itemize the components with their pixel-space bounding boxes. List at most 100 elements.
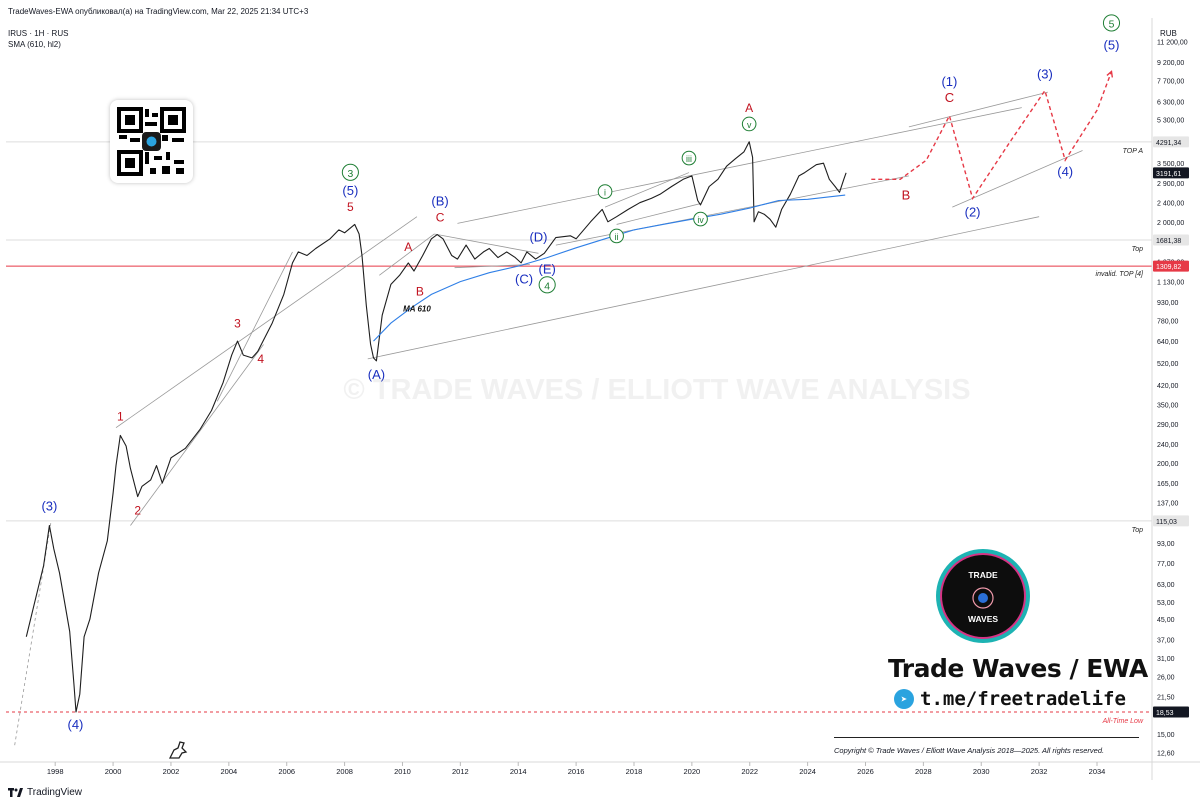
y-tick-label: 45,00 bbox=[1157, 617, 1175, 624]
wave-label: (1) bbox=[941, 74, 957, 89]
wave-label: (4) bbox=[68, 717, 84, 732]
y-tick-label: 2 000,00 bbox=[1157, 220, 1184, 227]
trend-line bbox=[616, 203, 701, 225]
tradingview-icon bbox=[8, 788, 23, 797]
wave-label: 1 bbox=[117, 410, 124, 424]
x-tick-label: 2024 bbox=[799, 767, 816, 776]
series-irus bbox=[25, 141, 847, 713]
y-tick-label: 350,00 bbox=[1157, 402, 1179, 409]
logo-text-top: TRADE bbox=[968, 570, 998, 580]
price-tag-label: 3191,61 bbox=[1156, 171, 1181, 178]
price-tag-label: 1309,82 bbox=[1156, 264, 1181, 271]
level-label: invalid. TOP [4] bbox=[1096, 271, 1145, 278]
x-tick-label: 2032 bbox=[1031, 767, 1048, 776]
wave-label: 4 bbox=[544, 281, 550, 292]
wave-label: (5) bbox=[342, 183, 358, 198]
watermark-layer: © TRADE WAVES / ELLIOTT WAVE ANALYSIS bbox=[343, 374, 970, 406]
telegram-handle: t.me/freetradelife bbox=[920, 688, 1126, 710]
wave-label: (2) bbox=[965, 204, 981, 219]
price-tag bbox=[1153, 234, 1189, 246]
x-tick-label: 2020 bbox=[684, 767, 701, 776]
wave-label: A bbox=[745, 101, 753, 115]
projection-arrowhead bbox=[1106, 70, 1114, 78]
logo-text-bottom: WAVES bbox=[968, 614, 998, 624]
trend-line bbox=[952, 150, 1083, 208]
price-tag bbox=[1153, 136, 1189, 148]
tradingview-label: TradingView bbox=[27, 787, 83, 798]
x-tick-label: 2000 bbox=[105, 767, 122, 776]
wave-label: (B) bbox=[431, 193, 448, 208]
wave-label: 5 bbox=[1109, 19, 1115, 30]
y-tick-label: 53,00 bbox=[1157, 600, 1175, 607]
tradingview-brand[interactable]: TradingView bbox=[8, 787, 82, 798]
y-tick-label: 1 130,00 bbox=[1157, 280, 1184, 287]
wave-label-circle bbox=[597, 184, 613, 199]
trade-waves-logo: TRADE WAVES bbox=[936, 549, 1030, 643]
x-tick-label: 2002 bbox=[163, 767, 180, 776]
telegram-link[interactable]: ➤ t.me/freetradelife bbox=[894, 688, 1126, 710]
wave-label: iv bbox=[697, 215, 704, 225]
wave-label: 5 bbox=[347, 200, 354, 214]
x-tick-label: 2014 bbox=[510, 767, 527, 776]
wave-label: B bbox=[902, 187, 911, 202]
wave-label: (5) bbox=[1104, 37, 1120, 52]
wave-label-circle bbox=[609, 228, 624, 244]
level-label: Top bbox=[1132, 246, 1144, 253]
price-tag-label: 115,03 bbox=[1156, 519, 1177, 526]
y-tick-label: 200,00 bbox=[1157, 461, 1179, 468]
x-tick-label: 2016 bbox=[568, 767, 585, 776]
y-tick-label: 21,50 bbox=[1157, 694, 1175, 701]
trend-line bbox=[216, 251, 293, 402]
indicator-line[interactable]: SMA (610, hl2) bbox=[8, 40, 61, 49]
y-tick-label: 63,00 bbox=[1157, 582, 1175, 589]
y-tick-label: 77,00 bbox=[1157, 561, 1175, 568]
wave-label: C bbox=[436, 210, 445, 224]
wave-label: 4 bbox=[257, 352, 264, 366]
wave-label-circle bbox=[538, 276, 556, 294]
x-tick-label: 2006 bbox=[278, 767, 295, 776]
y-tick-label: 31,00 bbox=[1157, 656, 1175, 663]
y-tick-label: 5 300,00 bbox=[1157, 118, 1184, 125]
level-lines: TOP A Top invalid. TOP [4] Top All-Time Low bbox=[6, 141, 1152, 725]
price-tag-label: 1681,38 bbox=[1156, 238, 1181, 245]
wave-label: 3 bbox=[234, 316, 241, 330]
y-tick-label: 780,00 bbox=[1157, 318, 1179, 325]
currency-label[interactable]: RUB bbox=[1160, 29, 1177, 38]
symbol-line[interactable]: IRUS · 1H · RUS bbox=[8, 29, 69, 38]
brand-title: Trade Waves / EWA bbox=[888, 654, 1148, 683]
series-sma-610-hl2- bbox=[373, 194, 846, 342]
wave-label: (A) bbox=[368, 367, 385, 382]
wave-label: iii bbox=[686, 154, 692, 164]
level-label: TOP A bbox=[1123, 148, 1144, 155]
copyright-rule bbox=[834, 737, 1139, 738]
trend-line bbox=[115, 216, 418, 429]
x-tick-label: 1998 bbox=[47, 767, 64, 776]
y-tick-label: 11 200,00 bbox=[1157, 39, 1188, 46]
series-layer bbox=[25, 70, 1114, 713]
y-tick-label: 15,00 bbox=[1157, 732, 1175, 739]
wave-labels: (3)(4)12345(5)3(A)ABC(B)(D)(C)(E)4iiiiii… bbox=[41, 14, 1121, 732]
trend-line bbox=[434, 233, 539, 254]
publisher-line: TradeWaves-EWA опубликовал(а) на Trading… bbox=[8, 7, 309, 16]
wave-label: (4) bbox=[1057, 164, 1073, 179]
trend-line bbox=[367, 216, 1040, 360]
trend-line bbox=[130, 344, 264, 526]
trend-line bbox=[379, 233, 435, 276]
series-projection bbox=[871, 71, 1113, 201]
x-tick-label: 2026 bbox=[857, 767, 874, 776]
wave-label: 3 bbox=[347, 169, 353, 180]
wave-label-circle bbox=[341, 163, 359, 181]
watermark-text: © TRADE WAVES / ELLIOTT WAVE ANALYSIS bbox=[343, 374, 970, 406]
wave-label: B bbox=[416, 285, 424, 299]
logo-mark-icon bbox=[972, 587, 994, 609]
price-tag-label: 18,53 bbox=[1156, 710, 1174, 717]
wave-label: C bbox=[945, 90, 954, 105]
y-tick-label: 93,00 bbox=[1157, 541, 1175, 548]
wave-label: v bbox=[747, 120, 752, 130]
y-tick-label: 9 200,00 bbox=[1157, 60, 1184, 67]
telegram-icon: ➤ bbox=[894, 689, 914, 709]
y-tick-label: 37,00 bbox=[1157, 638, 1175, 645]
y-tick-label: 137,00 bbox=[1157, 501, 1179, 508]
x-tick-label: 2008 bbox=[336, 767, 353, 776]
